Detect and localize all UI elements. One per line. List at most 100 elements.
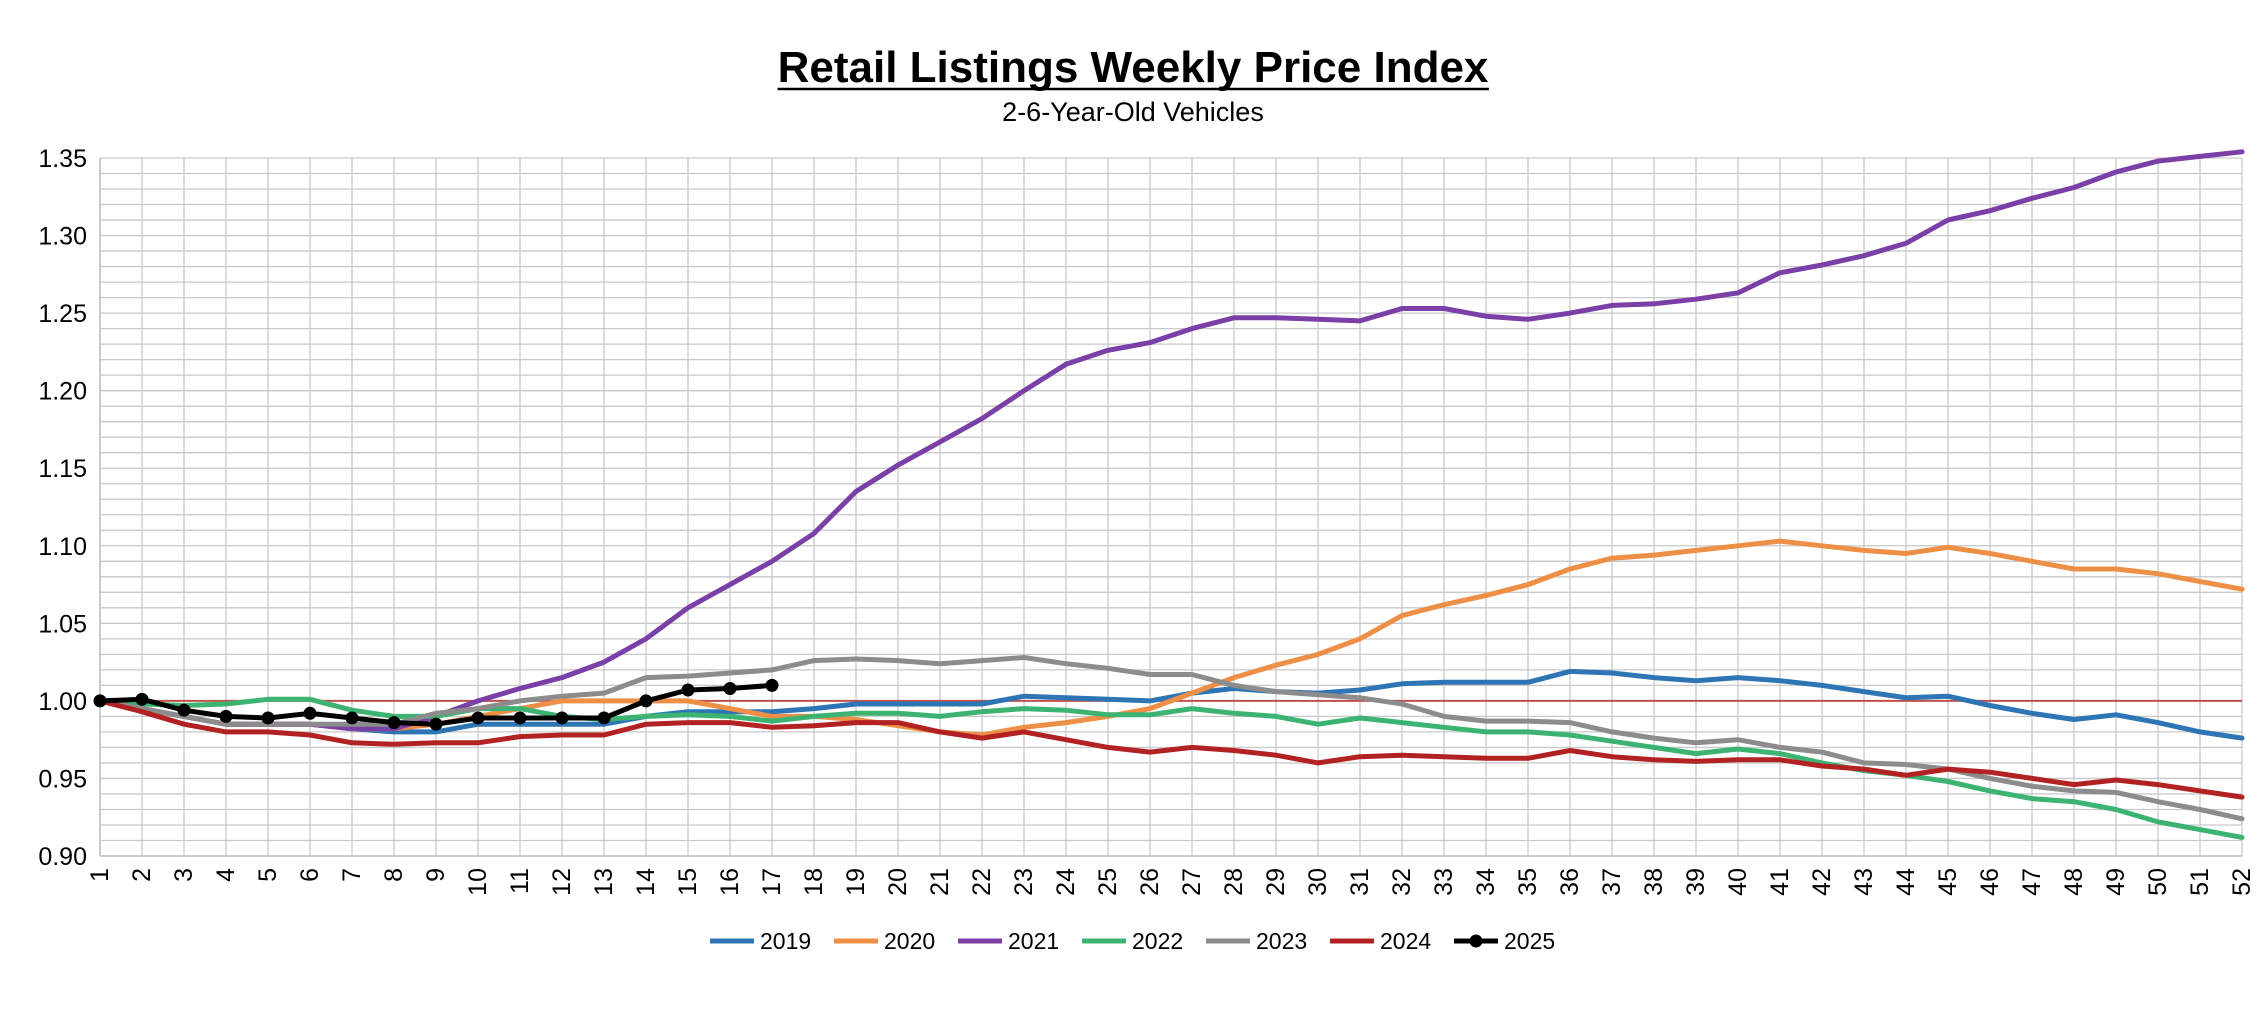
- x-tick-label: 25: [1094, 868, 1122, 896]
- legend-marker-2025: [1469, 934, 1483, 948]
- x-tick-label: 39: [1682, 868, 1710, 896]
- x-tick-label: 42: [1808, 868, 1836, 896]
- legend-item-2019: 2019: [710, 928, 811, 954]
- x-tick-label: 19: [842, 868, 870, 896]
- series-line-2020: [97, 538, 2245, 738]
- series-2020: [97, 538, 2245, 738]
- legend-label-2021: 2021: [1008, 928, 1059, 954]
- series-line-2019: [97, 668, 2245, 741]
- series-point-2025: [597, 711, 611, 725]
- legend-label-2019: 2019: [760, 928, 811, 954]
- x-tick-label: 20: [884, 868, 912, 896]
- x-tick-label: 40: [1724, 868, 1752, 896]
- legend-item-2022: 2022: [1082, 928, 1183, 954]
- x-tick-label: 24: [1052, 868, 1080, 896]
- legend-item-2023: 2023: [1206, 928, 1307, 954]
- y-tick-label: 1.20: [38, 378, 87, 406]
- x-tick-label: 26: [1136, 868, 1164, 896]
- chart-title: Retail Listings Weekly Price Index: [778, 43, 1489, 92]
- series-point-2025: [513, 711, 527, 725]
- series-point-2025: [93, 694, 107, 708]
- legend-item-2020: 2020: [834, 928, 935, 954]
- x-tick-label: 21: [926, 868, 954, 896]
- x-tick-label: 47: [2018, 868, 2046, 896]
- series-line-2021: [97, 149, 2245, 732]
- legend: 2019 2020 2021 2022 2023 2024 2025: [710, 928, 1555, 954]
- x-tick-label: 31: [1346, 868, 1374, 896]
- series-layer: [93, 149, 2245, 840]
- x-tick-label: 37: [1598, 868, 1626, 896]
- legend-item-2025: 2025: [1454, 928, 1555, 954]
- series-2019: [97, 668, 2245, 741]
- legend-label-2020: 2020: [884, 928, 935, 954]
- series-point-2025: [387, 716, 401, 730]
- x-tick-label: 43: [1850, 868, 1878, 896]
- y-axis: 0.90 0.95 1.00 1.05 1.10 1.15 1.20 1.25 1.30 1.35: [38, 145, 87, 871]
- legend-label-2025: 2025: [1504, 928, 1555, 954]
- x-tick-label: 45: [1934, 868, 1962, 896]
- x-tick-label: 22: [968, 868, 996, 896]
- series-point-2025: [177, 703, 191, 717]
- x-tick-label: 2: [128, 868, 156, 882]
- x-tick-label: 27: [1178, 868, 1206, 896]
- series-point-2025: [765, 678, 779, 692]
- series-2024: [97, 698, 2245, 800]
- series-point-2025: [345, 711, 359, 725]
- legend-item-2024: 2024: [1330, 928, 1431, 954]
- x-tick-label: 8: [380, 868, 408, 882]
- x-tick-label: 11: [506, 868, 534, 894]
- x-tick-label: 3: [170, 868, 198, 882]
- x-tick-label: 13: [590, 868, 618, 896]
- x-tick-label: 23: [1010, 868, 1038, 896]
- series-line-2024: [97, 698, 2245, 800]
- x-tick-label: 36: [1556, 868, 1584, 896]
- x-tick-label: 51: [2186, 868, 2214, 896]
- legend-item-2021: 2021: [958, 928, 1059, 954]
- y-tick-label: 0.90: [38, 843, 87, 871]
- x-tick-label: 38: [1640, 868, 1668, 896]
- x-tick-label: 12: [548, 868, 576, 896]
- series-point-2025: [471, 711, 485, 725]
- x-tick-label: 28: [1220, 868, 1248, 896]
- series-point-2025: [261, 711, 275, 725]
- legend-label-2024: 2024: [1380, 928, 1431, 954]
- y-tick-label: 1.30: [38, 223, 87, 251]
- series-point-2025: [303, 706, 317, 720]
- x-tick-label: 6: [296, 868, 324, 882]
- x-tick-label: 14: [632, 868, 660, 896]
- y-tick-label: 1.35: [38, 145, 87, 173]
- series-2021: [97, 149, 2245, 732]
- x-tick-label: 17: [758, 868, 786, 896]
- series-2025: [93, 678, 779, 731]
- x-tick-label: 18: [800, 868, 828, 896]
- x-tick-label: 48: [2060, 868, 2088, 896]
- series-point-2025: [723, 681, 737, 695]
- x-tick-label: 52: [2228, 868, 2256, 896]
- series-point-2025: [639, 694, 653, 708]
- y-tick-label: 1.10: [38, 533, 87, 561]
- chart-subtitle: 2-6-Year-Old Vehicles: [1002, 97, 1264, 127]
- series-point-2025: [681, 683, 695, 697]
- x-tick-label: 41: [1766, 868, 1794, 896]
- series-point-2025: [555, 711, 569, 725]
- x-tick-label: 30: [1304, 868, 1332, 896]
- x-axis: 1 2 3 4 5 6 7 8 9 10 11 12 13 14 15 16 17 18 19 20 21 22 23 24 2…: [86, 868, 2256, 896]
- legend-label-2023: 2023: [1256, 928, 1307, 954]
- x-tick-label: 5: [254, 868, 282, 882]
- series-point-2025: [219, 709, 233, 723]
- x-tick-label: 34: [1472, 868, 1500, 896]
- series-line-2023: [97, 655, 2245, 822]
- x-tick-label: 50: [2144, 868, 2172, 896]
- x-tick-label: 4: [212, 868, 240, 882]
- series-point-2025: [429, 717, 443, 731]
- y-tick-label: 1.00: [38, 688, 87, 716]
- x-tick-label: 33: [1430, 868, 1458, 896]
- x-tick-label: 46: [1976, 868, 2004, 896]
- x-tick-label: 15: [674, 868, 702, 896]
- x-tick-label: 10: [464, 868, 492, 896]
- x-tick-label: 16: [716, 868, 744, 896]
- y-tick-label: 1.15: [38, 455, 87, 483]
- y-tick-label: 0.95: [38, 765, 87, 793]
- series-point-2025: [135, 692, 149, 706]
